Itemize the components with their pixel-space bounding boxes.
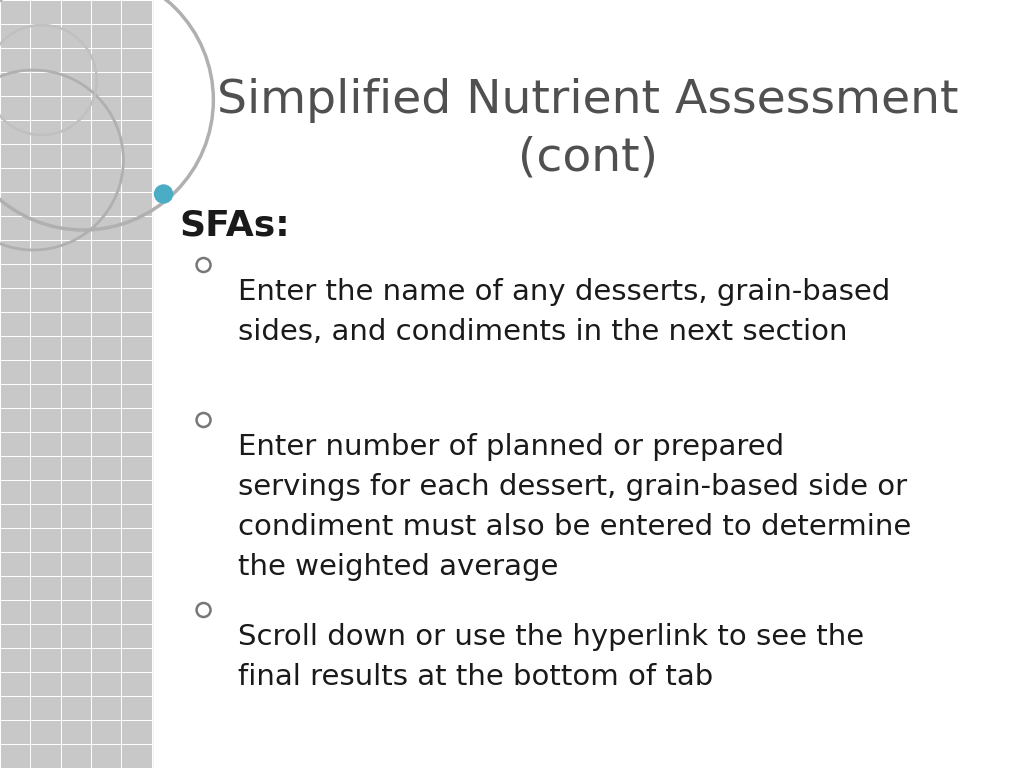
Text: Simplified Nutrient Assessment
(cont): Simplified Nutrient Assessment (cont) <box>217 78 958 180</box>
Text: Scroll down or use the hyperlink to see the
final results at the bottom of tab: Scroll down or use the hyperlink to see … <box>238 623 863 691</box>
Bar <box>0 0 152 768</box>
Text: Enter number of planned or prepared
servings for each dessert, grain-based side : Enter number of planned or prepared serv… <box>238 433 910 581</box>
Text: Enter the name of any desserts, grain-based
sides, and condiments in the next se: Enter the name of any desserts, grain-ba… <box>238 278 890 346</box>
Text: SFAs:: SFAs: <box>179 208 290 242</box>
Circle shape <box>155 185 173 203</box>
